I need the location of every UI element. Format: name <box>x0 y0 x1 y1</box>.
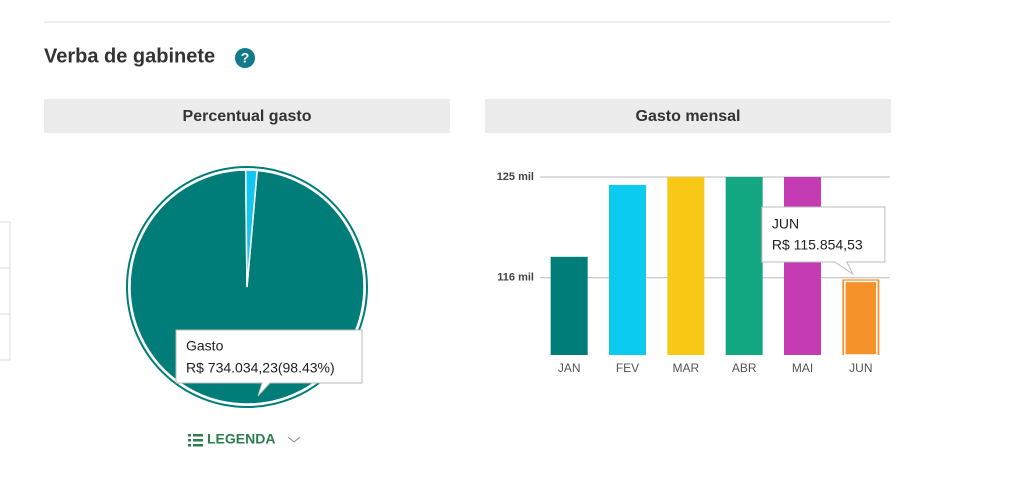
panel-header <box>44 99 450 133</box>
tooltip-box <box>761 206 886 276</box>
chart-title: Gasto mensal <box>636 108 741 125</box>
tooltip-name: JUN <box>772 216 799 232</box>
legend-toggle[interactable]: LEGENDA <box>188 431 301 447</box>
x-tick-label: MAR <box>672 361 699 375</box>
bar-chart: 116 mil 125 mil JAN FEV MAR ABR MAI JUN JUN R$ 11… <box>497 171 890 375</box>
bar <box>842 279 880 355</box>
help-icon-text: ? <box>241 50 250 66</box>
chevron <box>287 436 301 443</box>
tooltip-box <box>175 329 363 397</box>
x-tick-label: JUN <box>849 361 872 375</box>
pie-tooltip: Gasto R$ 734.034,23(98.43%) <box>175 329 363 397</box>
x-tick-label: FEV <box>616 361 639 375</box>
bar-highlight <box>844 280 878 356</box>
x-tick-label: ABR <box>732 361 757 375</box>
bar <box>667 177 705 355</box>
tooltip-name: Gasto <box>186 338 224 354</box>
tooltip-value: R$ 115.854,53 <box>772 237 863 253</box>
chart-title: Percentual gasto <box>183 108 312 125</box>
tooltip-value: R$ 734.034,23(98.43%) <box>186 360 335 376</box>
bar <box>784 177 821 355</box>
side-table <box>0 221 11 361</box>
x-tick-label: MAI <box>792 361 813 375</box>
section-title: Verba de gabinete <box>44 45 215 67</box>
y-tick-label: 125 mil <box>497 171 534 183</box>
bar <box>550 256 588 355</box>
legend-icon <box>188 434 203 447</box>
pie-slice <box>244 169 259 288</box>
help-icon[interactable] <box>235 48 255 68</box>
pie-ring <box>126 166 368 408</box>
legend-label: LEGENDA <box>207 431 275 447</box>
bar <box>609 184 646 355</box>
panel-header <box>485 99 891 133</box>
y-tick-label: 116 mil <box>497 272 534 284</box>
bar <box>725 177 763 355</box>
x-tick-label: JAN <box>558 361 581 375</box>
